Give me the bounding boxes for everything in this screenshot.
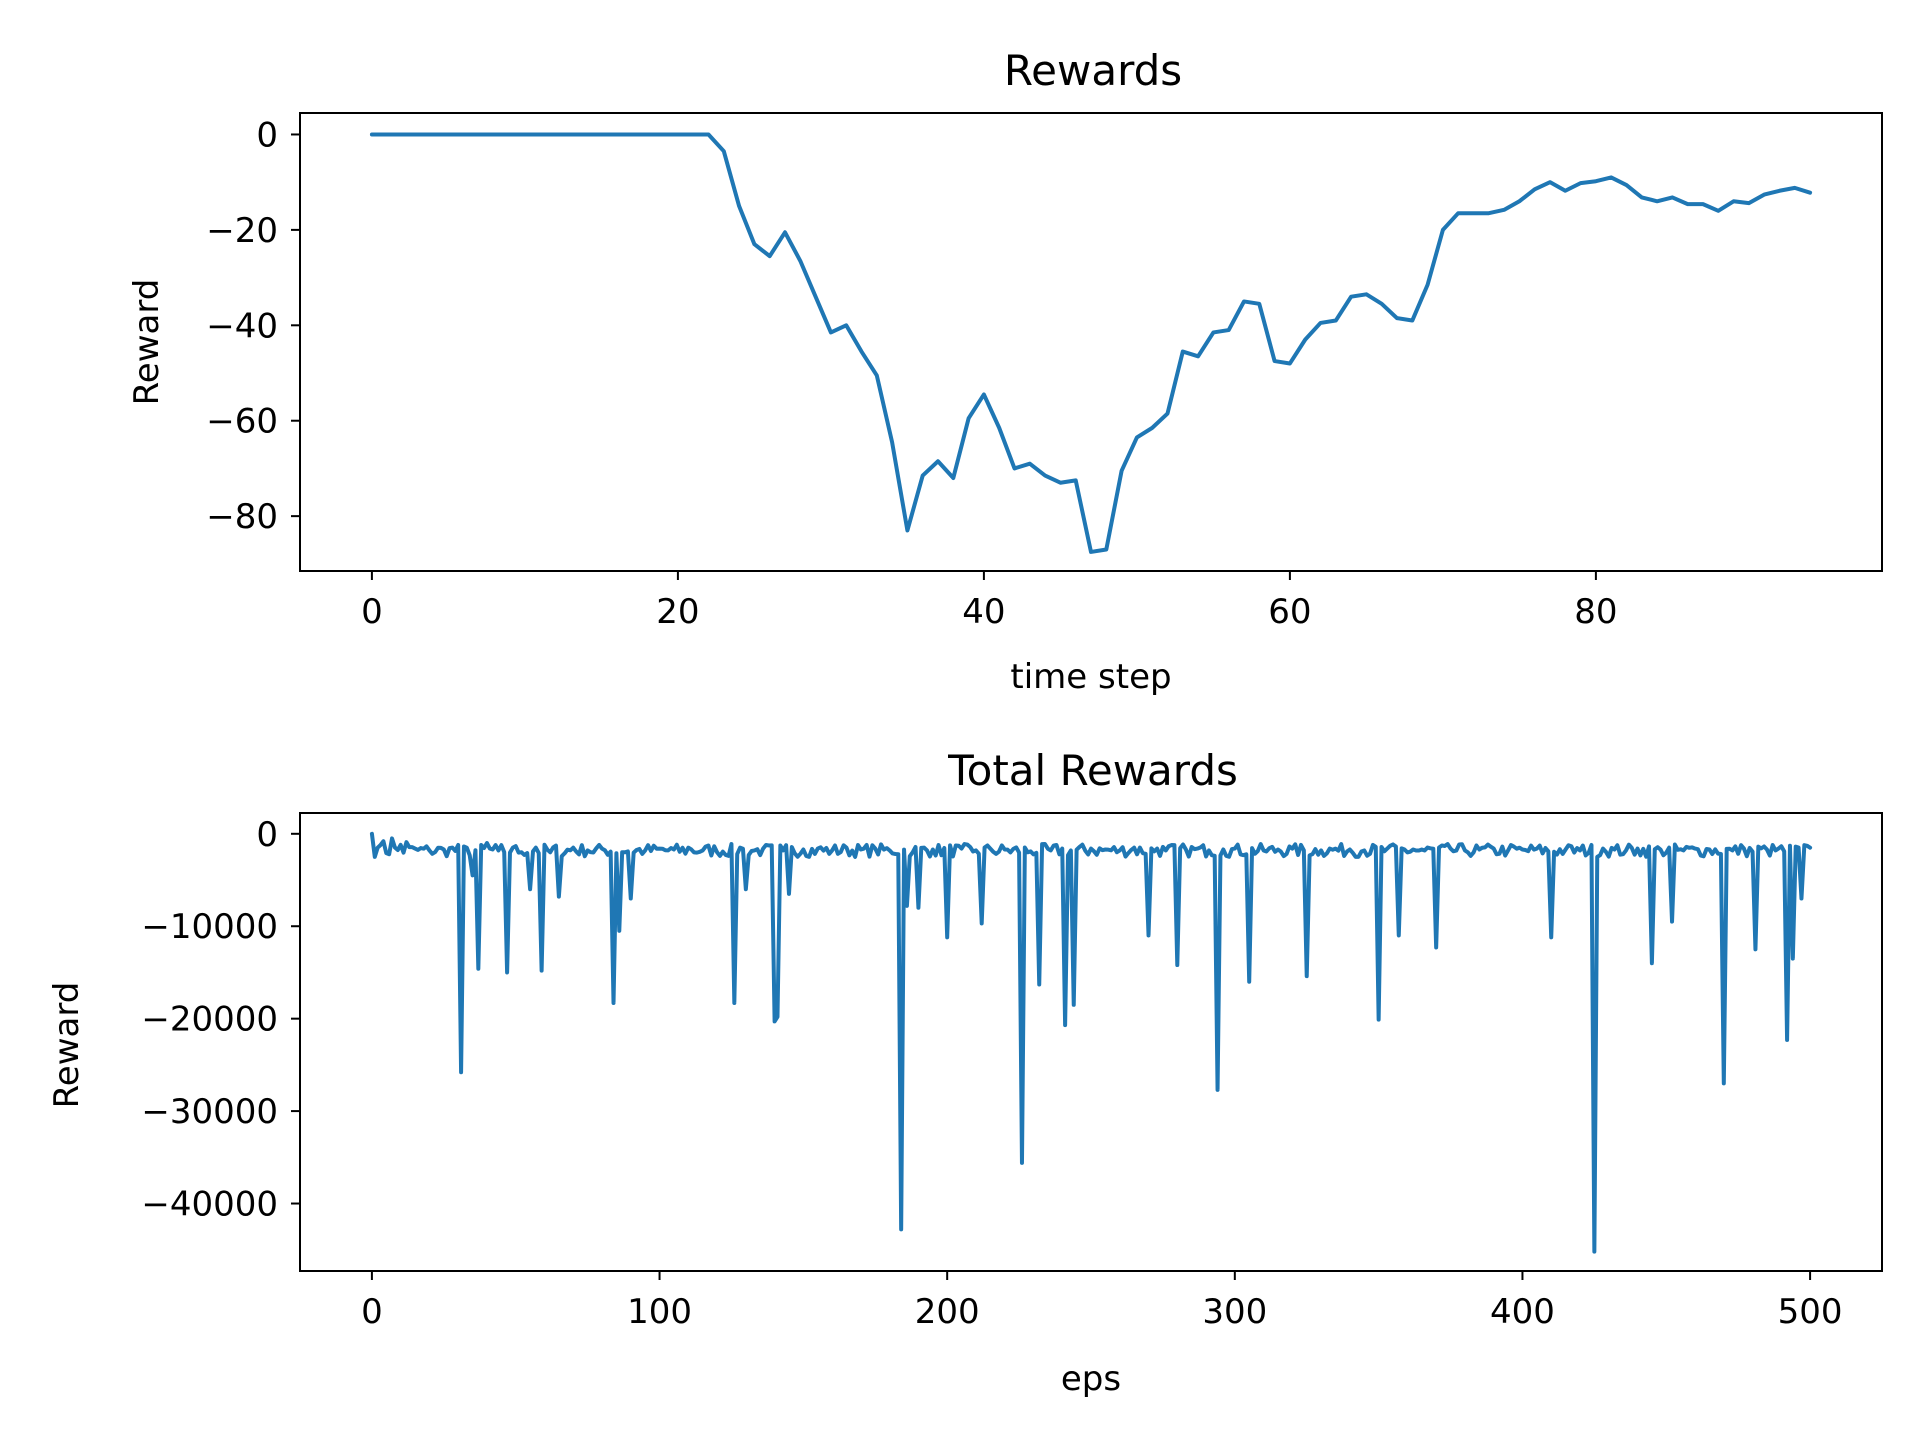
total-rewards-series-line [369, 831, 1813, 1254]
rewards-x-tick-label: 60 [1268, 592, 1311, 632]
total-rewards-x-tick-label: 500 [1778, 1292, 1843, 1332]
rewards-y-tick-label: −40 [206, 306, 278, 346]
total-rewards-y-tick-label: −20000 [141, 1000, 278, 1040]
rewards-y-tick-label: −80 [206, 497, 278, 537]
rewards-x-tick-label: 80 [1574, 592, 1617, 632]
total-rewards-y-tick-label: −40000 [141, 1185, 278, 1225]
total-rewards-x-tick-label: 0 [361, 1292, 383, 1332]
rewards-y-tick-label: −60 [206, 402, 278, 442]
rewards-panel: Rewards 0 20 40 60 80 0 −20 −40 −60 −80 time step… [127, 46, 1883, 697]
total-rewards-x-tick-label: 100 [627, 1292, 692, 1332]
rewards-title: Rewards [1004, 46, 1182, 95]
total-rewards-ticks: 0 100 200 300 400 500 0 −10000 −20000 −30000 −4000… [141, 815, 1842, 1332]
total-rewards-panel: Total Rewards 0 100 200 300 400 500 0 −10000 −20… [47, 746, 1883, 1399]
rewards-axes-frame [299, 112, 1883, 572]
rewards-x-tick-label: 40 [962, 592, 1005, 632]
total-rewards-x-axis-label: eps [1061, 1359, 1121, 1399]
rewards-x-axis-label: time step [1010, 657, 1171, 697]
total-rewards-y-tick-label: −10000 [141, 907, 278, 947]
rewards-ticks: 0 20 40 60 80 0 −20 −40 −60 −80 [206, 115, 1617, 632]
rewards-y-axis-label: Reward [127, 279, 167, 406]
total-rewards-x-tick-label: 200 [915, 1292, 980, 1332]
total-rewards-axes-frame [299, 812, 1883, 1272]
rewards-x-tick-label: 0 [361, 592, 383, 632]
total-rewards-x-tick-label: 300 [1202, 1292, 1267, 1332]
rewards-y-tick-label: −20 [206, 211, 278, 251]
total-rewards-y-tick-label: −30000 [141, 1092, 278, 1132]
total-rewards-title: Total Rewards [947, 746, 1238, 795]
rewards-x-tick-label: 20 [656, 592, 699, 632]
total-rewards-y-axis-label: Reward [47, 982, 87, 1109]
total-rewards-y-tick-label: 0 [256, 815, 278, 855]
total-rewards-x-tick-label: 400 [1490, 1292, 1555, 1332]
rewards-series-line [369, 132, 1813, 554]
rewards-y-tick-label: 0 [256, 115, 278, 155]
